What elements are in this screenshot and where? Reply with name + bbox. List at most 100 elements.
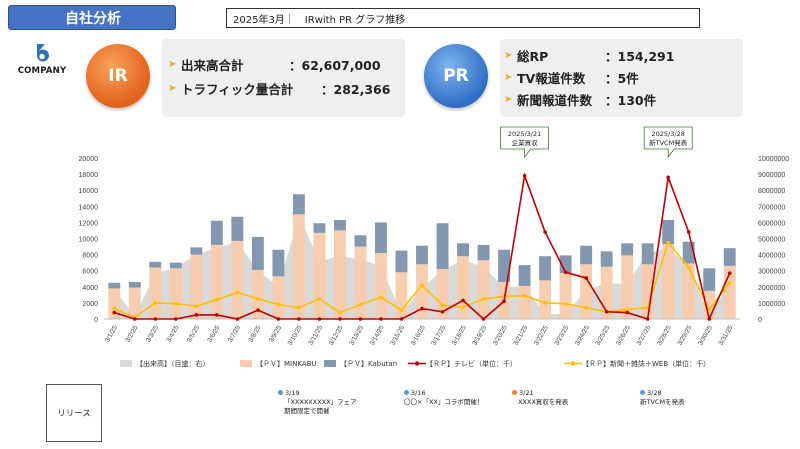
x-tick-label: 3/23/25 <box>553 324 570 347</box>
legend-label: 【出来高】（目盛：右） <box>136 359 210 368</box>
legend-item: 【ＰＶ】MINKABU <box>240 360 317 368</box>
minkabu-bar <box>580 264 593 319</box>
web-rp-point <box>297 305 301 310</box>
web-rp-point <box>276 302 281 307</box>
minkabu-bar <box>251 269 264 319</box>
chevron-right-icon: ➤ <box>168 58 177 70</box>
kpi-label: 出来高合計 <box>181 57 244 73</box>
tv-rp-point <box>625 310 629 315</box>
kpi-label: 総RP <box>517 48 549 64</box>
tv-rp-point <box>522 173 527 178</box>
legend-label: 【ＲＰ】テレビ（単位：千） <box>426 359 517 368</box>
minkabu-bar <box>416 264 428 319</box>
event-text: 期間限定で開催 <box>284 407 330 415</box>
minkabu-bar <box>457 256 469 319</box>
y-right-tick-label: 1000000 <box>758 301 785 308</box>
web-rp-point <box>256 297 260 301</box>
x-tick-label: 3/8/25 <box>248 324 263 343</box>
event-date: 3/19 <box>285 389 300 397</box>
x-tick-label: 3/2/25 <box>124 324 139 343</box>
volume-area <box>114 215 730 319</box>
web-rp-point <box>522 293 527 298</box>
tv-rp-point <box>297 317 301 321</box>
tv-rp-point <box>317 317 322 321</box>
legend-label: 【ＲＰ】新聞＋雑誌＋WEB（単位：千） <box>582 359 710 368</box>
legend-swatch <box>324 360 336 367</box>
release-label: リリース <box>46 384 102 442</box>
pr-kpi-row: ➤ TV報道件数 ：5件 <box>504 66 743 88</box>
legend-item: 【ＰＶ】Kabutan <box>324 360 397 368</box>
kpi-value: ：282,366 <box>321 81 391 97</box>
x-tick-label: 3/31/25 <box>718 324 735 347</box>
x-tick-label: 3/20/25 <box>492 324 509 347</box>
release-event: 3/28 新TVCMを発表 <box>640 389 685 407</box>
pr-circle: PR <box>424 44 488 108</box>
legend-marker <box>570 361 576 366</box>
kabutan-bar <box>703 268 716 291</box>
y-left-tick-label: 4000 <box>82 285 98 292</box>
tv-rp-point <box>132 317 137 321</box>
x-tick-label: 3/18/25 <box>451 324 468 347</box>
legend-item: 【出来高】（目盛：右） <box>120 359 210 368</box>
pr-kpi-panel: ➤ 総RP ：154,291 ➤ TV報道件数 ：5件 ➤ 新聞報道件数 ：13… <box>500 39 743 117</box>
kabutan-bar <box>251 236 264 270</box>
y-right-tick-label: 3000000 <box>758 269 785 276</box>
x-tick-label: 3/11/25 <box>307 324 324 346</box>
tv-rp-point <box>686 230 691 234</box>
minkabu-bar <box>292 214 305 319</box>
web-rp-point <box>543 301 547 305</box>
minkabu-bar <box>210 244 223 319</box>
x-tick-label: 3/12/25 <box>328 324 345 347</box>
minkabu-bar <box>333 230 346 319</box>
kpi-value: ：154,291 <box>605 48 675 64</box>
tv-rp-point <box>276 317 281 321</box>
combo-chart: 0 2000 4000 6000 8000 10000 12000 14000 16000 180… <box>79 126 789 368</box>
web-rp-point <box>625 307 629 312</box>
legend-swatch <box>240 360 252 367</box>
y-right-tick-label: 8000000 <box>758 188 785 195</box>
bullet-icon <box>640 390 645 395</box>
minkabu-bar <box>703 290 716 319</box>
y-right-tick-label: 0 <box>758 317 762 324</box>
chevron-right-icon: ➤ <box>504 93 513 105</box>
tv-rp-point <box>461 298 465 303</box>
x-tick-label: 3/5/25 <box>186 324 201 343</box>
y-left-tick-label: 8000 <box>82 253 98 260</box>
tv-rp-point <box>666 175 670 180</box>
callout-date: 2025/3/21 <box>508 130 541 138</box>
kabutan-bar <box>169 262 182 269</box>
kabutan-bar <box>559 255 572 274</box>
kabutan-bar <box>600 251 613 267</box>
minkabu-bar <box>231 240 244 319</box>
kabutan-bar <box>641 243 654 265</box>
y-right-tick-label: 5000000 <box>758 237 785 244</box>
x-tick-label: 3/15/25 <box>389 324 406 347</box>
x-tick-label: 3/16/25 <box>410 324 427 347</box>
tv-rp-point <box>707 317 712 321</box>
minkabu-bar <box>477 260 490 319</box>
bullet-icon <box>404 390 409 395</box>
kabutan-bar <box>477 244 490 261</box>
tv-rp-point <box>338 317 342 321</box>
company-logo-icon <box>37 44 49 62</box>
tv-rp-point <box>112 310 117 315</box>
y-right-tick-label: 9000000 <box>758 172 785 179</box>
legend-item: 【ＲＰ】新聞＋雑誌＋WEB（単位：千） <box>564 359 710 368</box>
web-rp-point <box>215 297 219 302</box>
web-rp-point <box>379 295 383 300</box>
company-logo: COMPANY <box>16 42 68 80</box>
web-rp-point <box>399 308 404 312</box>
event-text: 「XXXXXXXXX」フェア <box>284 398 357 406</box>
x-tick-label: 3/9/25 <box>268 324 283 343</box>
legend-label: 【ＰＶ】Kabutan <box>340 360 397 368</box>
web-rp-point <box>194 304 199 308</box>
pr-kpi-row: ➤ 新聞報道件数 ：130件 <box>504 88 743 110</box>
kpi-label: TV報道件数 <box>517 70 586 86</box>
chart-subtitle: 2025年3月｜ IRwith PR グラフ推移 <box>226 8 700 28</box>
chevron-right-icon: ➤ <box>504 71 513 83</box>
minkabu-bar <box>313 232 326 319</box>
kabutan-bar <box>333 219 346 231</box>
x-tick-label: 3/4/25 <box>165 324 180 343</box>
web-rp-point <box>174 301 178 306</box>
kabutan-bar <box>682 241 695 264</box>
